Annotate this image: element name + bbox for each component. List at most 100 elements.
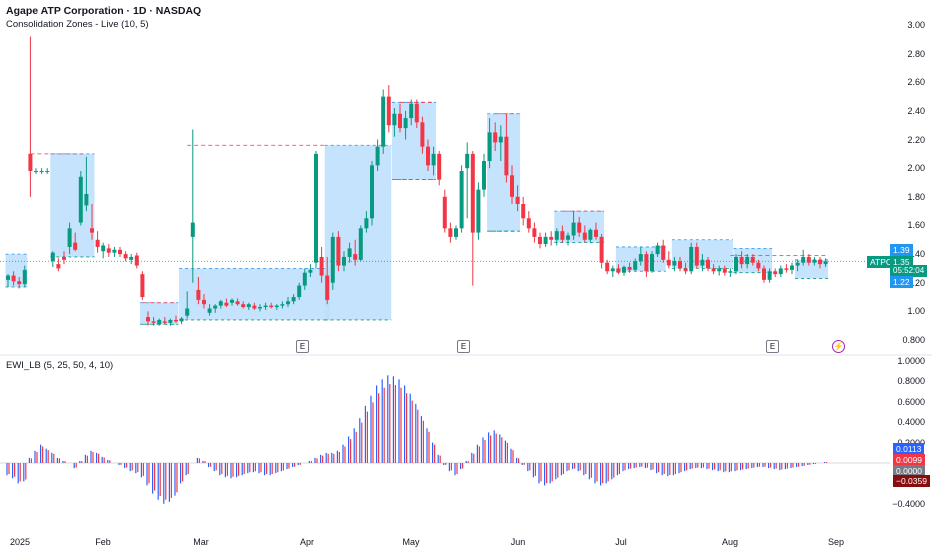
candle-body [274, 305, 279, 308]
candle-body [454, 228, 458, 237]
candle-body [711, 268, 716, 272]
candle-body [666, 259, 671, 266]
candle-body [90, 228, 94, 233]
time-tick-label: Jun [510, 537, 526, 547]
candle-body [706, 259, 710, 269]
candle-body [672, 261, 677, 266]
lower-pane-title[interactable]: EWI_LB (5, 25, 50, 4, 10) [6, 360, 114, 371]
candle-body [308, 269, 313, 273]
candle-body [56, 264, 61, 269]
candle-body [420, 122, 425, 147]
candle-body [28, 153, 33, 172]
candle-body [633, 261, 638, 270]
candle-body [78, 176, 83, 223]
candle-body [521, 203, 526, 219]
price-tick-label: 2.40 [907, 105, 925, 116]
candle-body [482, 161, 486, 190]
candle-body [487, 132, 492, 162]
candle-body [375, 146, 380, 166]
candle-body [185, 308, 190, 316]
candle-body [750, 256, 755, 263]
indicator-tick-label: 0.4000 [897, 417, 925, 428]
candle-body [493, 132, 498, 143]
candle-body [795, 262, 800, 266]
candle-body [202, 299, 206, 305]
time-tick-label: Feb [95, 537, 111, 547]
candle-body [683, 268, 688, 272]
indicator-value-1: 0.0113 [893, 443, 925, 455]
candle-body [319, 256, 324, 276]
candle-body [224, 302, 229, 306]
consolidation-zone [324, 145, 392, 320]
candle-body [437, 153, 442, 180]
price-tick-label: 0.800 [902, 335, 925, 345]
consolidation-zone [5, 254, 28, 288]
candle-body [157, 319, 162, 325]
candle-body [577, 222, 582, 233]
candle-body [734, 256, 738, 272]
consolidation-zone [179, 268, 330, 320]
candle-body [784, 268, 789, 270]
consolidation-zone [795, 259, 829, 279]
candle-body [280, 304, 285, 306]
price-tick-label: 1.60 [907, 220, 925, 231]
time-tick-label: Apr [299, 537, 315, 547]
candle-body [269, 305, 274, 308]
earnings-marker-3[interactable]: E [766, 340, 779, 353]
symbol-badge: ATPC [867, 256, 896, 268]
candle-body [532, 228, 537, 237]
candle-body [650, 254, 654, 272]
indicator-legend[interactable]: Consolidation Zones - Live (10, 5) [6, 19, 149, 30]
time-tick-label: Sep [827, 537, 845, 547]
candle-body [6, 275, 10, 280]
candle-body [330, 236, 335, 283]
price-tick-label: 1.20 [907, 277, 925, 288]
candle-body [302, 272, 307, 286]
indicator-tick-label: 1.0000 [897, 356, 925, 366]
candle-body [235, 301, 240, 305]
candle-body [50, 252, 55, 262]
countdown-badge: 05:52:04 [890, 265, 928, 277]
candle-body [790, 265, 794, 270]
candle-body [470, 153, 475, 233]
candle-body [560, 231, 565, 240]
candle-body [325, 275, 330, 300]
candle-body [767, 271, 772, 280]
candle-body [700, 259, 705, 266]
candle-body [230, 299, 234, 303]
candle-body [426, 146, 430, 166]
time-tick-label: Mar [193, 537, 209, 547]
candle-body [538, 236, 542, 245]
candle-body [95, 239, 100, 247]
price-tick-label: 1.40 [907, 249, 925, 260]
candle-body [386, 96, 391, 126]
candle-body [588, 229, 593, 240]
candle-body [174, 319, 178, 322]
candle-body [190, 222, 195, 237]
candle-body [67, 228, 72, 247]
candle-body [778, 268, 783, 275]
candle-body [571, 222, 576, 236]
candle-body [342, 256, 346, 266]
candle-body [644, 254, 649, 272]
candle-body [773, 271, 778, 275]
candle-body [717, 268, 722, 272]
candle-body [498, 136, 503, 143]
price-tick-label: 3.00 [907, 20, 925, 30]
candle-body [123, 254, 128, 259]
candle-body [241, 304, 246, 308]
earnings-marker-1[interactable]: E [296, 340, 309, 353]
candle-body [616, 268, 621, 273]
candle-body [22, 269, 27, 285]
flash-icon[interactable]: ⚡ [832, 340, 845, 353]
price-tick-label: 2.00 [907, 163, 925, 174]
zone-top-badge: 1.39 [890, 244, 913, 256]
candle-body [638, 254, 643, 262]
candle-body [370, 165, 374, 219]
candle-body [207, 308, 212, 313]
candle-body [286, 301, 290, 305]
earnings-marker-2[interactable]: E [457, 340, 470, 353]
indicator-value-2: 0.0099 [893, 454, 925, 466]
candle-body [112, 249, 117, 253]
